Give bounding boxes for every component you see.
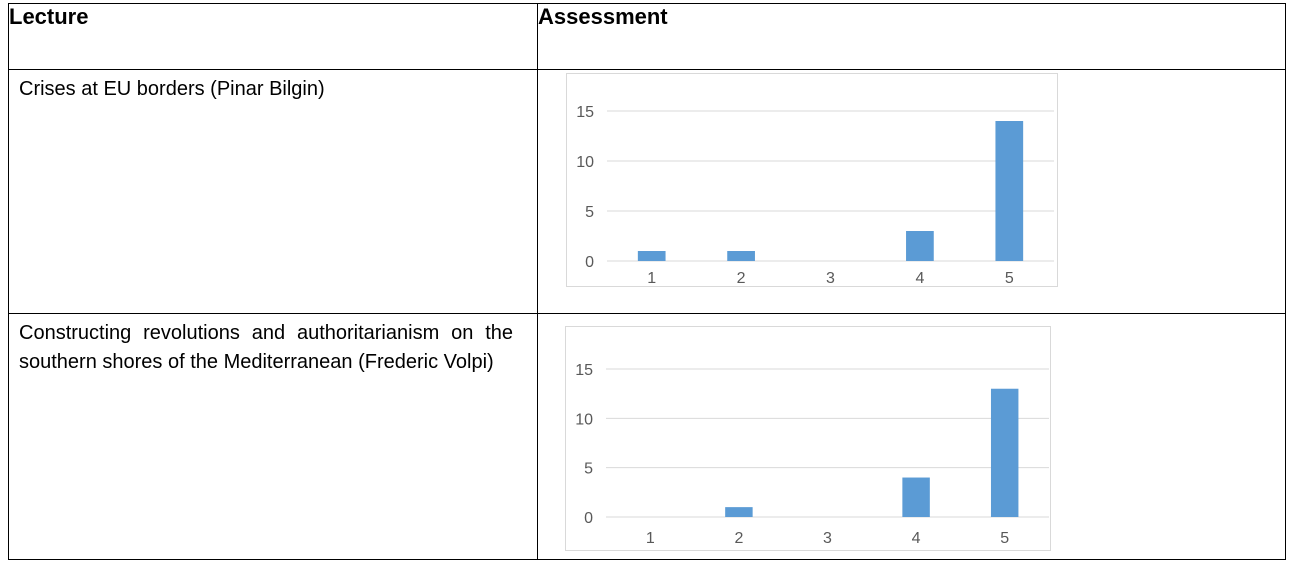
header-lecture: Lecture [8,3,538,70]
bar [637,251,666,261]
y-tick-label: 0 [584,510,593,527]
assessment-cell: 0 5 10 15 1 2 3 4 5 [537,69,1286,314]
y-tick-label: 5 [584,461,593,478]
lecture-cell: Crises at EU borders (Pinar Bilgin) [8,69,538,314]
chart-area-border [565,326,1051,551]
x-tick-label: 2 [734,530,743,547]
bar [990,388,1019,517]
table-row: Crises at EU borders (Pinar Bilgin) 0 5 10… [8,69,1286,314]
x-tick-label: 1 [646,530,655,547]
y-tick-label: 15 [575,362,593,379]
header-assessment: Assessment [537,3,1286,70]
x-tick-label: 2 [737,270,746,287]
x-tick-label: 3 [826,270,835,287]
assessment-chart: 0 5 10 15 1 2 3 4 5 [566,73,1058,287]
x-tick-label: 5 [1005,270,1014,287]
lecture-assessment-table: Lecture Assessment Crises at EU borders … [8,3,1286,560]
header-row: Lecture Assessment [8,3,1286,70]
assessment-chart: 0 5 10 15 1 2 3 4 5 [565,326,1051,551]
x-tick-label: 4 [915,270,924,287]
bar [902,477,930,517]
x-tick-label: 5 [1000,530,1009,547]
x-tick-label: 4 [912,530,921,547]
y-tick-label: 5 [585,204,594,221]
y-tick-label: 0 [585,254,594,271]
lecture-cell: Constructing revolutions and authoritari… [8,313,538,560]
x-tick-label: 1 [647,270,656,287]
y-tick-label: 15 [576,104,594,121]
y-tick-label: 10 [575,411,593,428]
bar [906,231,934,261]
bar [995,121,1024,261]
bar [727,251,755,261]
bar [725,507,753,517]
y-tick-label: 10 [576,154,594,171]
x-tick-label: 3 [823,530,832,547]
table-row: Constructing revolutions and authoritari… [8,313,1286,560]
assessment-cell: 0 5 10 15 1 2 3 4 5 [537,313,1286,560]
